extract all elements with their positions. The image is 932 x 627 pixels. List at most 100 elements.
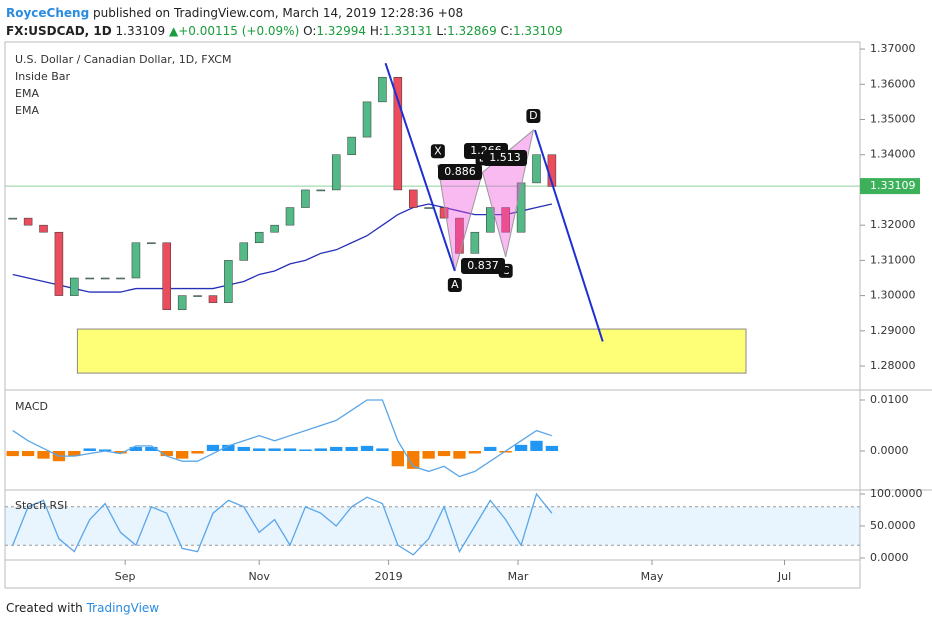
macd-bar xyxy=(360,445,374,451)
y-tick-label: 1.29000 xyxy=(870,324,916,337)
footer: Created with TradingView xyxy=(6,601,159,615)
l: L: xyxy=(436,24,448,38)
macd-bar xyxy=(21,450,35,457)
pane-title: MACD xyxy=(15,400,48,413)
pattern-label: C xyxy=(502,264,510,277)
symbol-line: FX:USDCAD, 1D 1.33109 ▲+0.00115 (+0.09%)… xyxy=(6,22,563,40)
y-tick-label: 1.37000 xyxy=(870,42,916,55)
ratio-box xyxy=(461,258,505,274)
pattern-point xyxy=(430,144,445,159)
header: RoyceCheng published on TradingView.com,… xyxy=(6,4,563,40)
candle xyxy=(116,277,125,280)
c: C: xyxy=(500,24,513,38)
macd-bar xyxy=(83,448,96,451)
y-tick-label: 1.32000 xyxy=(870,218,916,231)
macd-bar xyxy=(160,450,173,457)
o: O: xyxy=(303,24,317,38)
macd-bar xyxy=(484,446,497,451)
candle xyxy=(408,189,418,208)
indicator-label: EMA xyxy=(15,104,39,117)
candle xyxy=(254,231,264,244)
macd-bar xyxy=(453,450,466,459)
zone xyxy=(76,328,747,374)
candle xyxy=(193,295,202,297)
candle xyxy=(270,224,279,233)
candle xyxy=(162,242,172,310)
candle xyxy=(39,224,48,233)
last-price-box xyxy=(860,178,920,195)
candle xyxy=(177,295,187,310)
candle xyxy=(301,189,310,208)
macd-bar xyxy=(253,448,266,451)
x-tick-label: May xyxy=(641,570,664,583)
candle xyxy=(8,217,17,220)
y-tick-label: 50.0000 xyxy=(870,519,916,532)
candle xyxy=(393,76,403,191)
macd-bar xyxy=(437,450,451,457)
candle xyxy=(147,242,156,245)
y-tick-label: 100.0000 xyxy=(870,487,923,500)
chart: Sep Nov 2019 Mar May Jul 1.28000 1.29000 1.30000… xyxy=(4,41,932,589)
brand[interactable]: TradingView xyxy=(86,601,160,615)
change: +0.00115 (+0.09%) xyxy=(178,24,300,38)
macd-bar xyxy=(145,446,158,451)
macd-bar xyxy=(176,450,189,459)
open: 1.32994 xyxy=(316,24,366,38)
candle xyxy=(239,242,249,261)
x-tick-label: Nov xyxy=(248,570,270,583)
created: Created with xyxy=(6,601,83,615)
macd-bar xyxy=(330,446,343,451)
band xyxy=(5,506,860,546)
candle xyxy=(224,260,233,303)
macd-bar xyxy=(114,450,127,454)
y-tick-label: 1.31000 xyxy=(870,253,916,266)
macd-bar xyxy=(376,448,389,451)
candle xyxy=(131,242,141,279)
author[interactable]: RoyceCheng xyxy=(6,6,90,20)
macd-bar xyxy=(191,450,204,454)
indicator-label: Inside Bar xyxy=(15,70,71,83)
ratio-box xyxy=(483,150,527,166)
candle xyxy=(285,207,295,226)
pattern-label: A xyxy=(451,278,459,291)
projection xyxy=(533,129,604,342)
candle xyxy=(424,207,433,209)
low: 1.32869 xyxy=(447,24,497,38)
stoch-line xyxy=(12,492,553,556)
x-tick-label: Jul xyxy=(777,570,791,583)
symbol: FX:USDCAD, 1D xyxy=(6,24,112,38)
macd-bar xyxy=(345,446,358,451)
macd-bar xyxy=(391,450,404,467)
candle xyxy=(532,154,541,184)
candle xyxy=(378,76,387,103)
last: 1.33109 xyxy=(115,24,166,38)
arrow: ▲ xyxy=(168,24,179,38)
macd-bar xyxy=(206,444,220,451)
y-tick-label: 1.35000 xyxy=(870,112,916,125)
macd-bar xyxy=(6,450,19,457)
macd-bar xyxy=(98,449,112,451)
pane-title: Stoch RSI xyxy=(15,499,67,512)
macd-bar xyxy=(237,446,250,451)
y-tick-label: 0.0000 xyxy=(870,551,909,564)
candle xyxy=(331,154,341,191)
y-tick-label: 0.0100 xyxy=(870,393,909,406)
macd-line xyxy=(12,399,553,478)
ratio-label: 0.886 xyxy=(444,165,476,178)
pattern-label: D xyxy=(529,109,537,122)
macd-bar xyxy=(268,448,281,451)
macd-bar xyxy=(68,450,81,457)
candle xyxy=(100,277,110,280)
projection xyxy=(384,62,456,272)
macd-bar xyxy=(299,449,312,451)
h: H: xyxy=(369,24,383,38)
publish-line: RoyceCheng published on TradingView.com,… xyxy=(6,4,563,22)
candle xyxy=(347,136,356,155)
candle xyxy=(362,101,372,138)
candle xyxy=(54,231,64,296)
y-tick-label: 1.30000 xyxy=(870,289,916,302)
candle xyxy=(316,189,326,192)
candle xyxy=(501,207,510,233)
high: 1.33131 xyxy=(382,24,433,38)
last-price-label: 1.33109 xyxy=(870,179,916,192)
